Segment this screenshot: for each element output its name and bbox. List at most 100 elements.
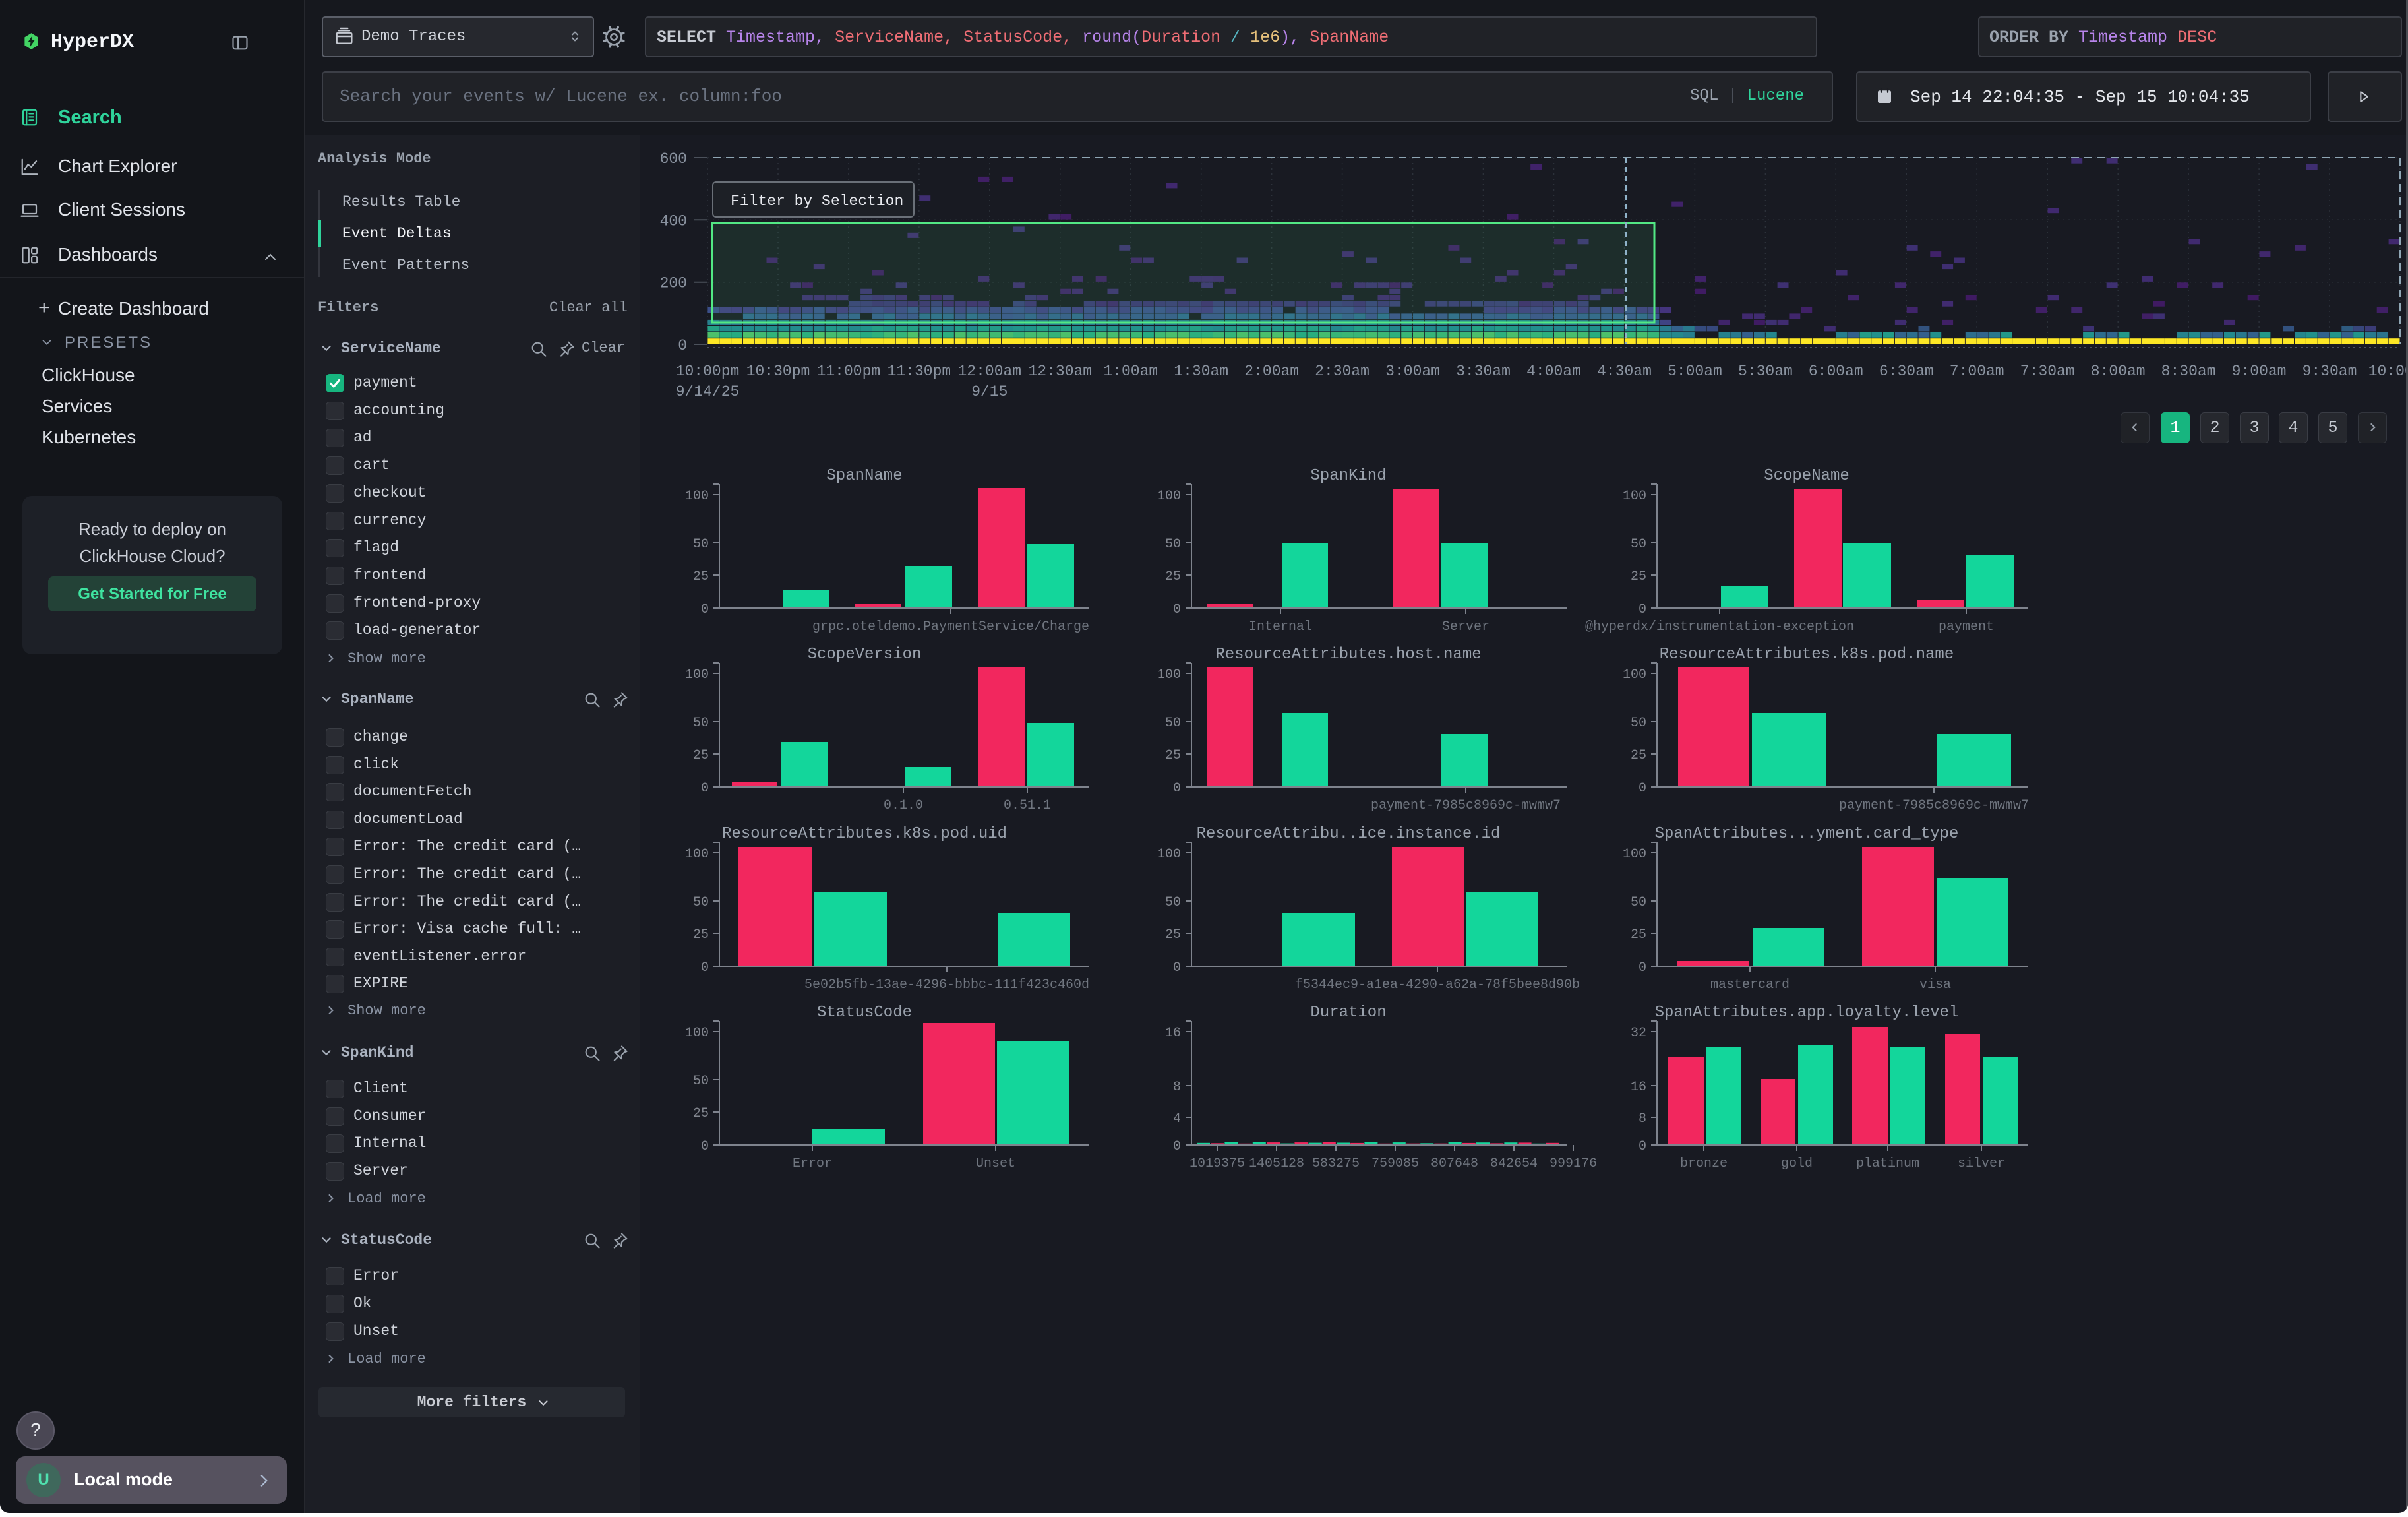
svg-text:50: 50 [693,537,709,552]
svg-text:5:00am: 5:00am [1668,363,1722,380]
svg-text:0: 0 [1639,602,1646,617]
svg-text:SpanAttributes.app.loyalty.lev: SpanAttributes.app.loyalty.level [1655,1004,1959,1022]
svg-text:50: 50 [1631,537,1646,552]
svg-text:50: 50 [1631,716,1646,731]
svg-text:600: 600 [660,150,687,168]
svg-text:@hyperdx/instrumentation-excep: @hyperdx/instrumentation-exception [1585,619,1854,635]
svg-text:759085: 759085 [1371,1156,1419,1171]
svg-text:3:30am: 3:30am [1456,363,1511,380]
svg-text:0: 0 [1639,781,1646,796]
svg-text:payment: payment [1939,619,1994,635]
svg-text:ResourceAttributes.k8s.pod.uid: ResourceAttributes.k8s.pod.uid [722,825,1007,843]
svg-text:0: 0 [1173,781,1181,796]
svg-text:gold: gold [1781,1156,1813,1171]
svg-text:100: 100 [685,667,709,683]
svg-text:4:00am: 4:00am [1526,363,1581,380]
svg-text:0.1.0: 0.1.0 [884,798,923,813]
svg-text:25: 25 [1631,748,1646,763]
svg-text:2:00am: 2:00am [1244,363,1299,380]
svg-text:0: 0 [701,602,709,617]
svg-text:8: 8 [1173,1080,1181,1095]
svg-text:12:00am: 12:00am [957,363,1021,380]
svg-text:807648: 807648 [1431,1156,1478,1171]
svg-text:0: 0 [678,337,687,354]
svg-text:0: 0 [701,781,709,796]
svg-text:32: 32 [1631,1026,1646,1041]
svg-text:Duration: Duration [1310,1004,1386,1022]
svg-text:100: 100 [1157,667,1181,683]
svg-text:payment-7985c8969c-mwmw7: payment-7985c8969c-mwmw7 [1839,798,2029,813]
svg-text:1:30am: 1:30am [1174,363,1228,380]
svg-text:0: 0 [1173,960,1181,975]
svg-text:SpanAttributes...yment.card_ty: SpanAttributes...yment.card_type [1655,825,1959,843]
svg-text:ScopeName: ScopeName [1764,467,1850,485]
svg-text:0: 0 [701,960,709,975]
svg-text:1405128: 1405128 [1249,1156,1304,1171]
svg-text:silver: silver [1958,1156,2005,1171]
svg-text:25: 25 [1165,748,1181,763]
svg-text:50: 50 [1165,537,1181,552]
svg-text:0.51.1: 0.51.1 [1004,798,1051,813]
svg-text:Unset: Unset [976,1156,1015,1171]
svg-text:f5344ec9-a1ea-4290-a62a-78f5be: f5344ec9-a1ea-4290-a62a-78f5bee8d90b [1295,977,1580,993]
svg-text:Error: Error [793,1156,832,1171]
svg-text:visa: visa [1919,977,1951,993]
svg-text:100: 100 [1623,667,1646,683]
svg-text:12:30am: 12:30am [1028,363,1092,380]
svg-text:10:00pm: 10:00pm [676,363,740,380]
svg-text:SpanName: SpanName [826,467,902,485]
svg-text:payment-7985c8969c-mwmw7: payment-7985c8969c-mwmw7 [1371,798,1561,813]
svg-text:0: 0 [1173,1139,1181,1154]
svg-text:25: 25 [1631,569,1646,584]
svg-text:4:30am: 4:30am [1597,363,1652,380]
svg-text:100: 100 [1623,847,1646,862]
svg-text:16: 16 [1631,1080,1646,1095]
svg-text:200: 200 [660,275,687,292]
svg-text:0: 0 [701,1139,709,1154]
svg-text:5:30am: 5:30am [1738,363,1793,380]
svg-text:50: 50 [1165,895,1181,910]
svg-text:grpc.oteldemo.PaymentService/C: grpc.oteldemo.PaymentService/Charge [812,619,1089,635]
svg-text:9/14/25: 9/14/25 [676,383,740,400]
svg-text:1:00am: 1:00am [1103,363,1158,380]
svg-text:5e02b5fb-13ae-4296-bbbc-111f42: 5e02b5fb-13ae-4296-bbbc-111f423c460d [804,977,1089,993]
svg-text:842654: 842654 [1490,1156,1538,1171]
svg-text:100: 100 [1157,847,1181,862]
svg-text:ScopeVersion: ScopeVersion [808,646,922,664]
svg-text:Filter by Selection: Filter by Selection [731,193,903,210]
svg-text:ResourceAttributes.k8s.pod.nam: ResourceAttributes.k8s.pod.name [1660,646,1954,664]
svg-text:25: 25 [693,748,709,763]
svg-text:7:30am: 7:30am [2020,363,2075,380]
svg-text:0: 0 [1639,1139,1646,1154]
svg-text:4: 4 [1173,1111,1181,1127]
svg-text:50: 50 [693,895,709,910]
svg-text:583275: 583275 [1312,1156,1360,1171]
svg-text:50: 50 [693,716,709,731]
svg-text:Server: Server [1442,619,1490,635]
svg-text:10:30pm: 10:30pm [746,363,810,380]
svg-text:10:00am: 10:00am [2368,363,2408,380]
svg-text:999176: 999176 [1550,1156,1597,1171]
svg-text:16: 16 [1165,1026,1181,1041]
svg-text:3:00am: 3:00am [1385,363,1440,380]
svg-text:100: 100 [1623,489,1646,504]
svg-text:Internal: Internal [1249,619,1312,635]
svg-text:9:30am: 9:30am [2303,363,2357,380]
svg-text:25: 25 [693,927,709,943]
svg-text:50: 50 [1631,895,1646,910]
svg-text:11:00pm: 11:00pm [817,363,881,380]
svg-text:2:30am: 2:30am [1315,363,1370,380]
svg-text:6:30am: 6:30am [1879,363,1934,380]
svg-text:100: 100 [685,489,709,504]
svg-text:8: 8 [1639,1111,1646,1127]
svg-text:platinum: platinum [1856,1156,1919,1171]
svg-text:0: 0 [1173,602,1181,617]
svg-text:bronze: bronze [1680,1156,1728,1171]
svg-text:9:00am: 9:00am [2232,363,2287,380]
svg-text:25: 25 [1631,927,1646,943]
svg-text:ResourceAttributes.host.name: ResourceAttributes.host.name [1215,646,1481,664]
svg-text:ResourceAttribu..ice.instance.: ResourceAttribu..ice.instance.id [1197,825,1501,843]
svg-text:1019375: 1019375 [1189,1156,1245,1171]
svg-text:100: 100 [685,1026,709,1041]
svg-text:7:00am: 7:00am [1950,363,2004,380]
